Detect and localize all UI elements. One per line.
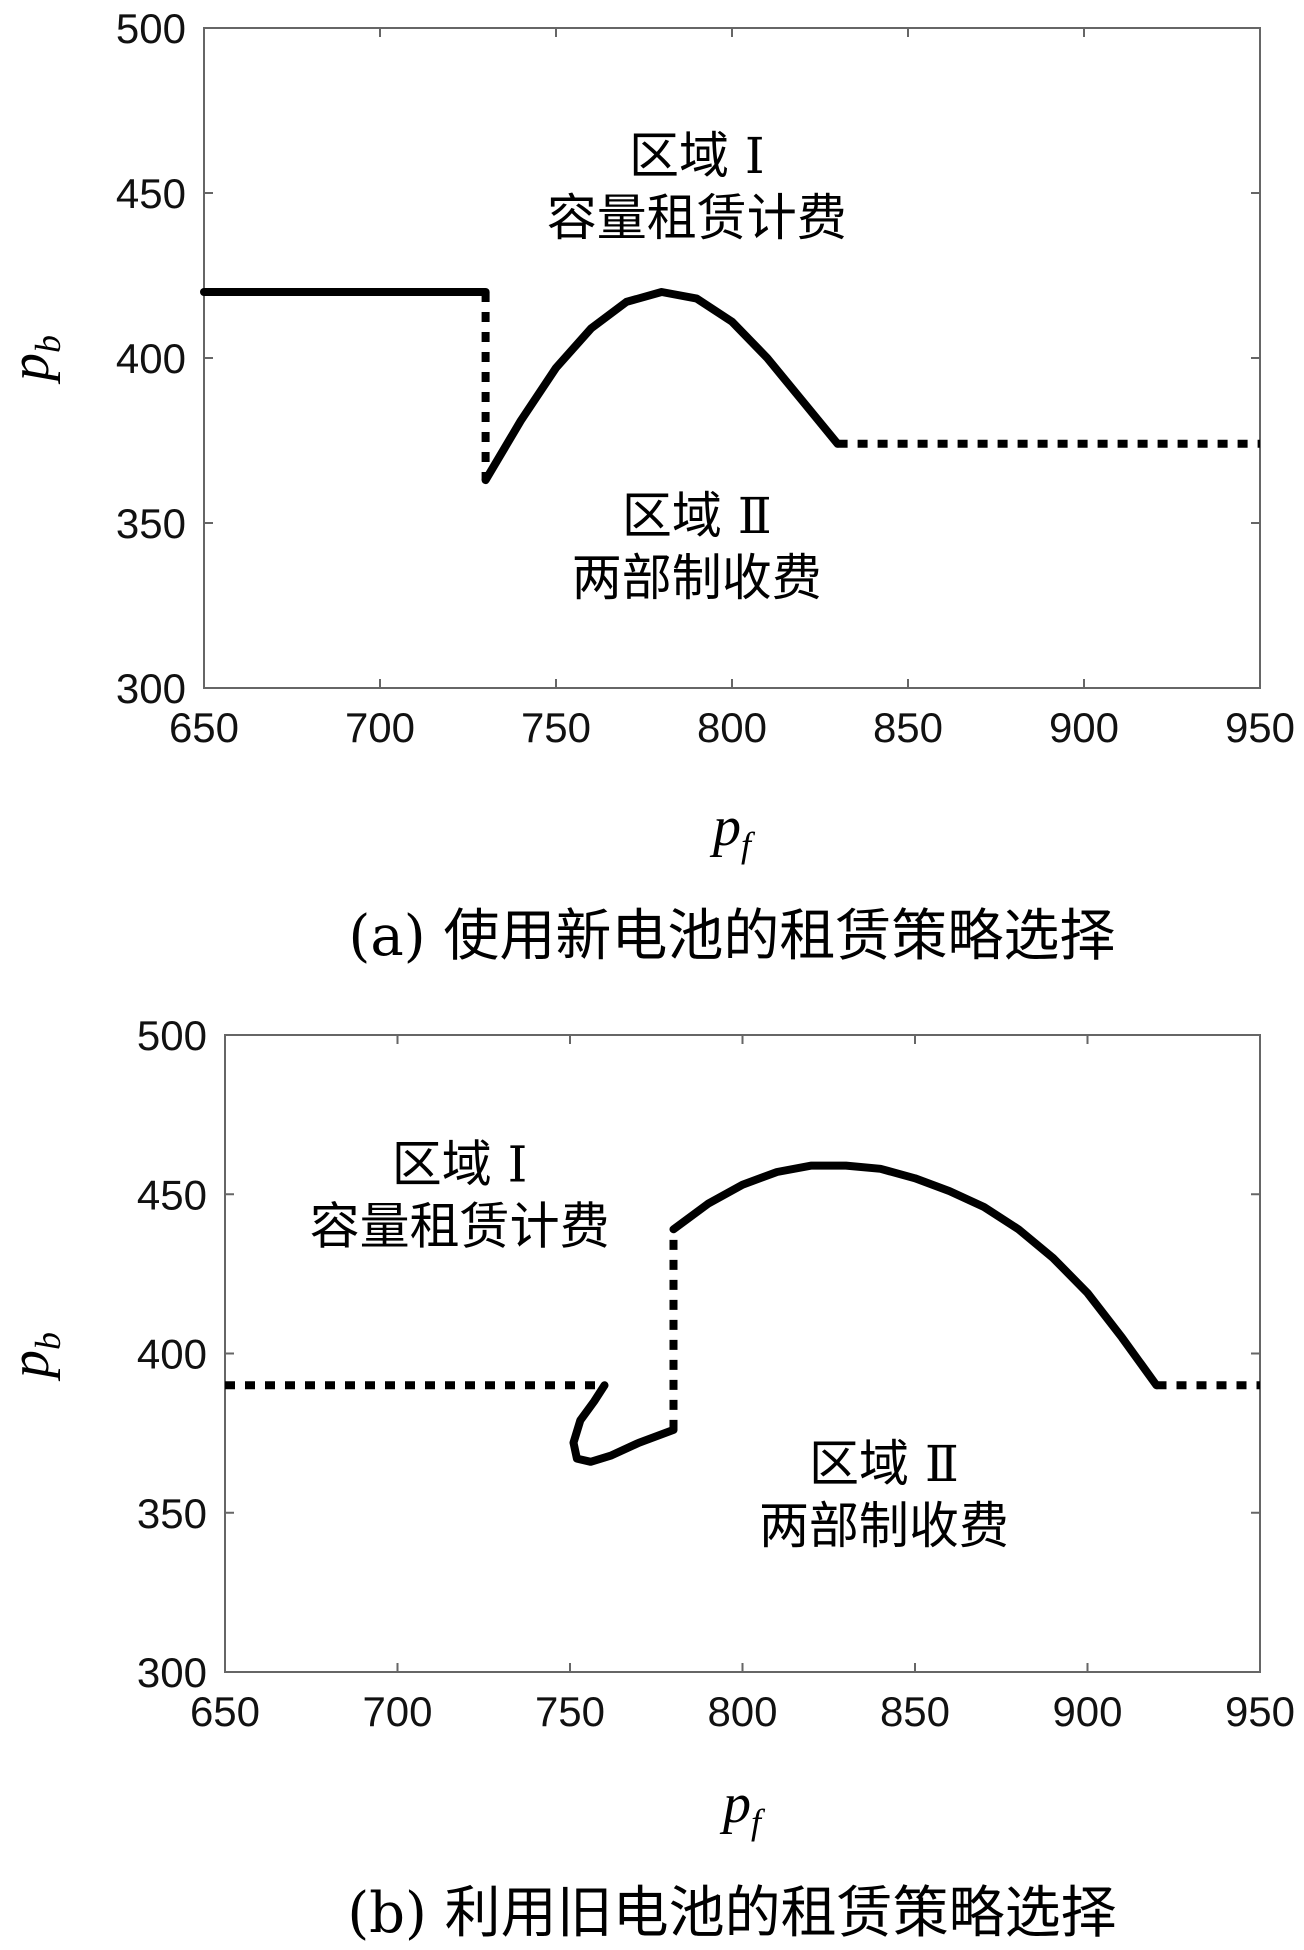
region-desc-1: 容量租赁计费	[310, 1198, 610, 1256]
x-axis-label-a-sub: f	[741, 825, 756, 865]
y-tick-label: 300	[137, 1649, 207, 1696]
x-tick-label: 950	[1225, 1688, 1295, 1735]
x-tick-label: 700	[362, 1688, 432, 1735]
solid-boundary-line-2	[569, 1381, 678, 1466]
chart-a-canvas: 650 700 750 800 850 900 950 300 350 400 450 500 区域…	[0, 5, 1295, 969]
x-axis-label-b-main: p	[719, 1773, 751, 1835]
series-group-b	[225, 1161, 1260, 1466]
x-axis-label-a: pf	[709, 796, 756, 865]
y-tick-label: 450	[137, 1171, 207, 1218]
tick-marks-a	[203, 27, 1261, 689]
x-axis-label-a-main: p	[709, 796, 741, 858]
x-tick-labels-a: 650 700 750 800 850 900 950	[169, 704, 1295, 751]
x-axis-label-b: pf	[719, 1773, 766, 1842]
y-tick-label: 300	[116, 665, 186, 712]
y-axis-label-a-sub: b	[28, 335, 68, 353]
solid-boundary-line-3	[481, 288, 842, 485]
y-tick-label: 400	[137, 1331, 207, 1378]
y-axis-label-a-main: p	[0, 353, 61, 385]
region-label-2: 区域 Ⅱ	[809, 1435, 959, 1493]
tick-marks-b	[224, 1034, 1261, 1673]
y-axis-label-b: pb	[0, 1332, 68, 1382]
plot-frame-b	[224, 1034, 1261, 1673]
chart-b-canvas: 650 700 750 800 850 900 950 300 350 400 450 500 区域…	[0, 1012, 1295, 1946]
y-tick-label: 350	[137, 1490, 207, 1537]
x-tick-label: 900	[1052, 1688, 1122, 1735]
y-axis-label-b-sub: b	[28, 1332, 68, 1350]
x-tick-label: 800	[697, 704, 767, 751]
chart-panel-a: 650 700 750 800 850 900 950 300 350 400 450 500 区域…	[0, 5, 1295, 969]
x-tick-labels-b: 650 700 750 800 850 900 950	[190, 1688, 1295, 1735]
region-desc-1: 容量租赁计费	[547, 189, 847, 247]
x-tick-label: 700	[345, 704, 415, 751]
region-desc-2: 两部制收费	[572, 549, 822, 607]
region-label-1: 区域 Ⅰ	[629, 127, 765, 185]
y-tick-label: 400	[116, 335, 186, 382]
x-tick-label: 650	[190, 1688, 260, 1735]
y-tick-label: 350	[116, 500, 186, 547]
x-tick-label: 850	[873, 704, 943, 751]
region-desc-2: 两部制收费	[759, 1497, 1009, 1555]
solid-boundary-line-4	[669, 1161, 1161, 1390]
chart-caption-a: (a) 使用新电池的租赁策略选择	[349, 904, 1116, 969]
chart-caption-b: (b) 利用旧电池的租赁策略选择	[347, 1881, 1116, 1946]
x-tick-label: 650	[169, 704, 239, 751]
y-tick-label: 500	[137, 1012, 207, 1059]
x-tick-label: 800	[707, 1688, 777, 1735]
region-label-2: 区域 Ⅱ	[622, 487, 772, 545]
y-tick-label: 450	[116, 170, 186, 217]
x-tick-label: 750	[535, 1688, 605, 1735]
y-tick-label: 500	[116, 5, 186, 52]
y-tick-labels-b: 300 350 400 450 500	[137, 1012, 207, 1696]
y-tick-labels-a: 300 350 400 450 500	[116, 5, 186, 712]
series-group-a	[200, 288, 1260, 485]
x-tick-label: 900	[1049, 704, 1119, 751]
y-axis-label-a: pb	[0, 335, 68, 385]
region-label-1: 区域 Ⅰ	[392, 1136, 528, 1194]
y-axis-label-b-main: p	[0, 1350, 61, 1382]
x-tick-label: 950	[1225, 704, 1295, 751]
x-tick-label: 850	[880, 1688, 950, 1735]
chart-panel-b: 650 700 750 800 850 900 950 300 350 400 450 500 区域…	[0, 975, 1304, 1950]
x-axis-label-b-sub: f	[751, 1802, 766, 1842]
x-tick-label: 750	[521, 704, 591, 751]
